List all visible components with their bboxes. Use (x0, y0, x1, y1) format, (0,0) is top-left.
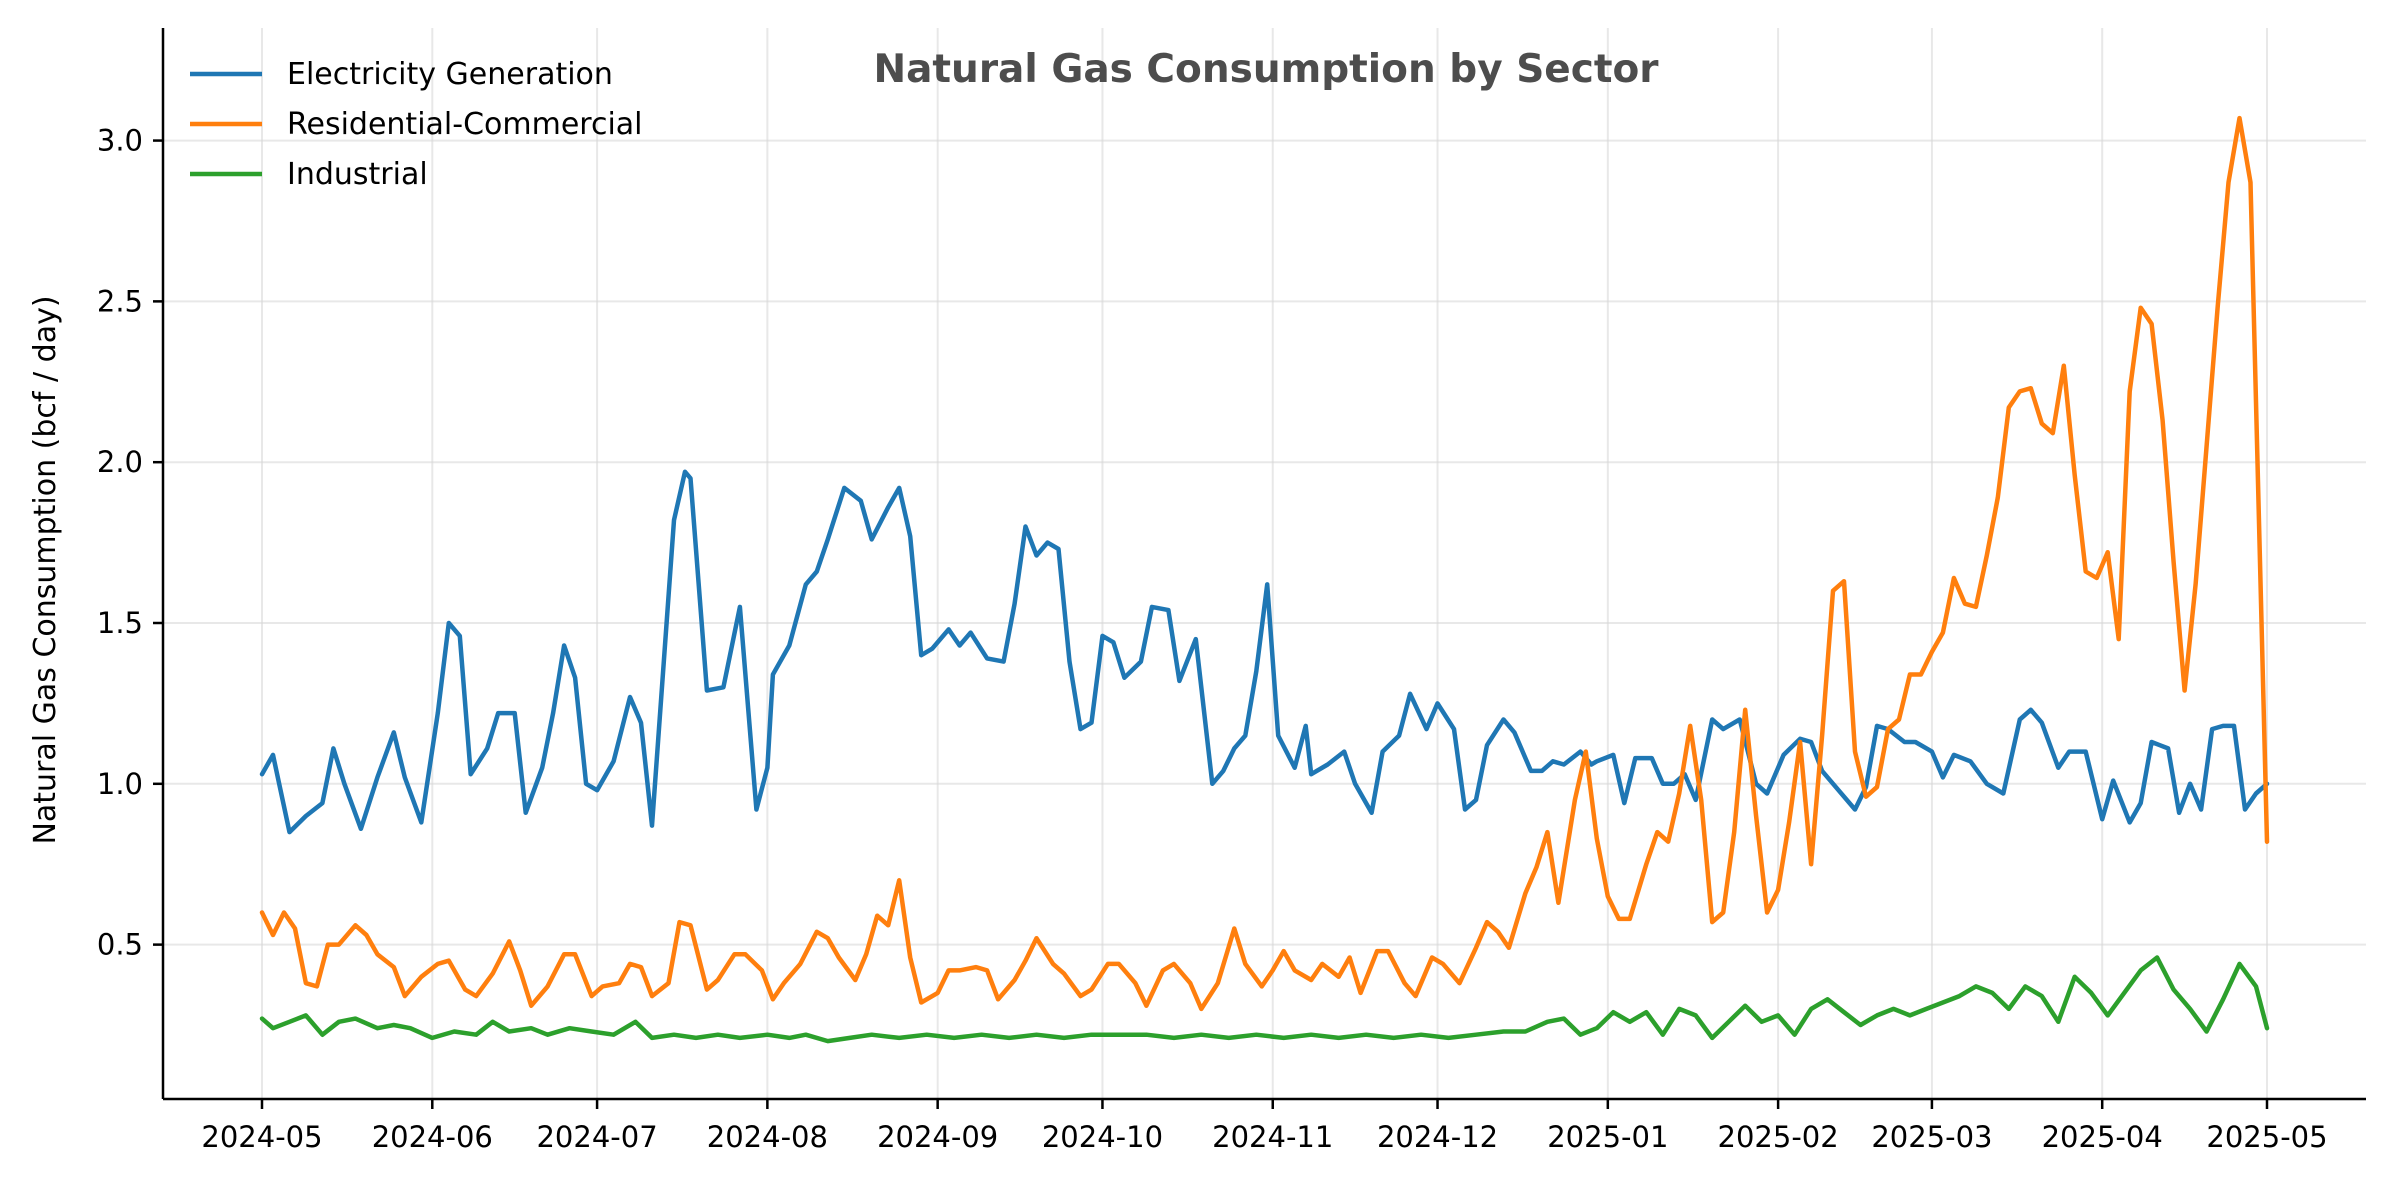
y-tick-label: 1.5 (97, 606, 143, 640)
x-tick-label: 2024-06 (372, 1120, 493, 1154)
x-tick-label: 2024-09 (877, 1120, 998, 1154)
y-axis-title: Natural Gas Consumption (bcf / day) (28, 295, 63, 844)
y-tick-label: 2.0 (97, 445, 143, 479)
x-tick-label: 2024-10 (1042, 1120, 1163, 1154)
y-tick-label: 3.0 (97, 124, 143, 158)
legend-label: Residential-Commercial (287, 107, 643, 142)
x-tick-label: 2025-05 (2206, 1120, 2327, 1154)
x-tick-label: 2025-02 (1718, 1120, 1839, 1154)
x-tick-label: 2025-01 (1547, 1120, 1668, 1154)
y-tick-label: 0.5 (97, 928, 143, 962)
x-axis-ticks: 2024-05 2024-06 2024-07 2024-08 2024-09 2024-… (201, 1099, 2328, 1154)
series-line-electricity-generation (259, 469, 2270, 835)
x-tick-label: 2024-08 (707, 1120, 828, 1154)
legend-label: Electricity Generation (287, 57, 613, 92)
series-line-industrial (259, 955, 2270, 1044)
axes (161, 28, 2366, 1101)
chart-title: Natural Gas Consumption by Sector (873, 47, 1659, 92)
x-tick-label: 2025-04 (2042, 1120, 2163, 1154)
x-tick-label: 2024-05 (201, 1120, 322, 1154)
grid-lines (163, 28, 2366, 1099)
x-tick-label: 2024-11 (1212, 1120, 1333, 1154)
series-line-residential-commercial (259, 115, 2270, 1012)
y-axis-ticks: 0.5 1.0 1.5 2.0 2.5 3.0 (97, 124, 163, 962)
x-tick-label: 2024-12 (1377, 1120, 1498, 1154)
series-lines (259, 115, 2270, 1044)
y-tick-label: 2.5 (97, 284, 143, 318)
legend: Electricity Generation Residential-Commer… (190, 57, 643, 192)
y-tick-label: 1.0 (97, 767, 143, 801)
legend-label: Industrial (287, 157, 428, 192)
x-tick-label: 2025-03 (1871, 1120, 1992, 1154)
x-tick-label: 2024-07 (536, 1120, 657, 1154)
